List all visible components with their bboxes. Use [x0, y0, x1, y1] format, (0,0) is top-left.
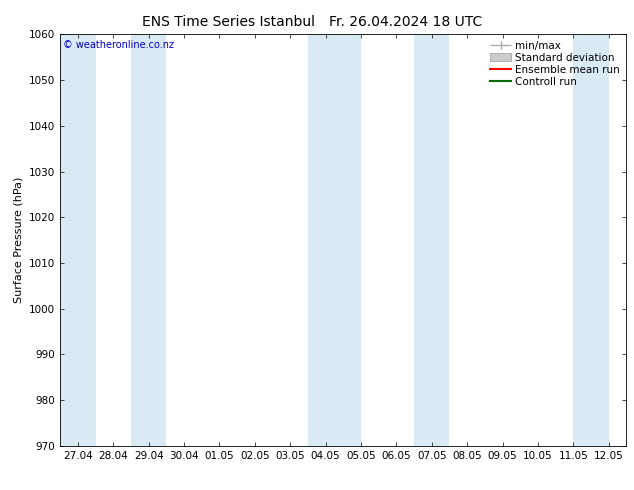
Legend: min/max, Standard deviation, Ensemble mean run, Controll run: min/max, Standard deviation, Ensemble me…	[488, 37, 623, 90]
Bar	[308, 34, 361, 446]
Text: © weatheronline.co.nz: © weatheronline.co.nz	[63, 41, 174, 50]
Bar	[414, 34, 450, 446]
Y-axis label: Surface Pressure (hPa): Surface Pressure (hPa)	[13, 177, 23, 303]
Bar	[60, 34, 96, 446]
Text: Fr. 26.04.2024 18 UTC: Fr. 26.04.2024 18 UTC	[329, 15, 482, 29]
Bar	[573, 34, 609, 446]
Bar	[131, 34, 166, 446]
Text: ENS Time Series Istanbul: ENS Time Series Istanbul	[142, 15, 314, 29]
